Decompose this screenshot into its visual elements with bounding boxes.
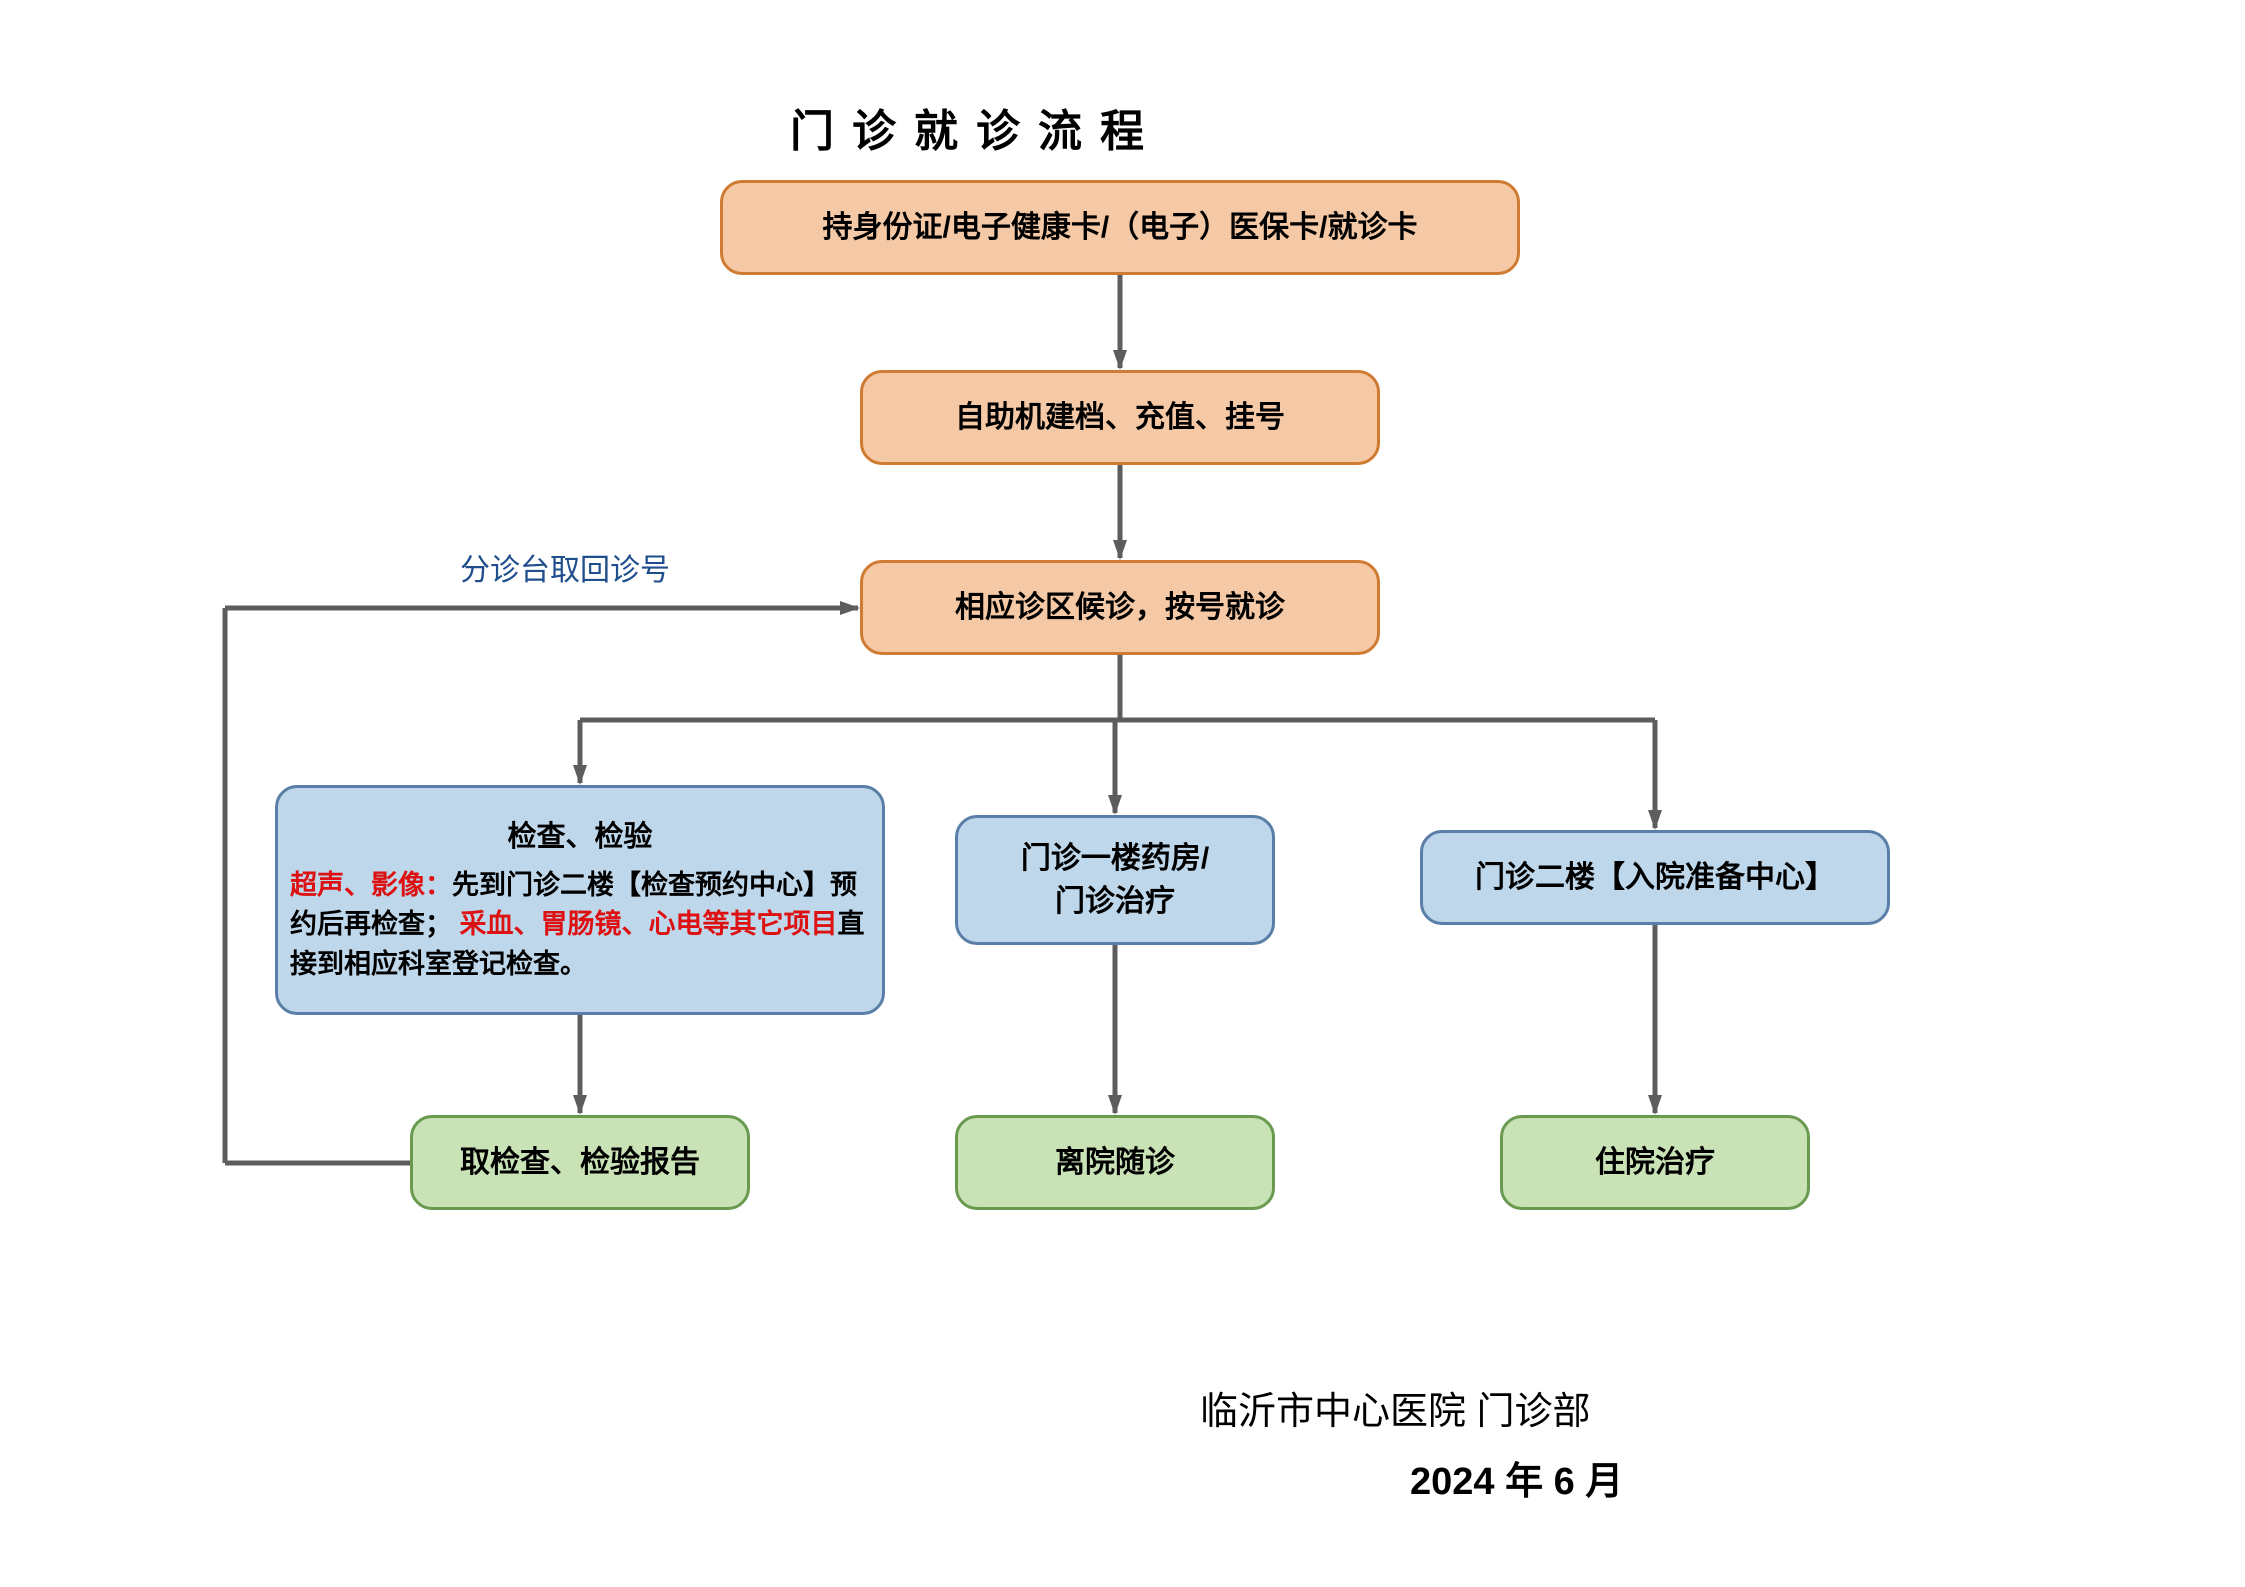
loop-back-label: 分诊台取回诊号 bbox=[460, 545, 670, 589]
node-register: 自助机建档、充值、挂号 bbox=[860, 370, 1380, 465]
footer-date: 2024 年 6 月 bbox=[1410, 1450, 1623, 1505]
node-admission-prep: 门诊二楼【入院准备中心】 bbox=[1420, 830, 1890, 925]
node-waiting: 相应诊区候诊，按号就诊 bbox=[860, 560, 1380, 655]
node-leave-followup: 离院随诊 bbox=[955, 1115, 1275, 1210]
footer-hospital: 临沂市中心医院 门诊部 bbox=[1200, 1380, 1591, 1435]
chart-title: 门诊就诊流程 bbox=[790, 95, 1162, 159]
flowchart-canvas: 门诊就诊流程 持身份证/电子健康卡/（电子）医保卡/就诊卡 自助机建档、充值、挂… bbox=[0, 0, 2245, 1587]
node-get-report: 取检查、检验报告 bbox=[410, 1115, 750, 1210]
node-pharmacy: 门诊一楼药房/门诊治疗 bbox=[955, 815, 1275, 945]
node-idcard: 持身份证/电子健康卡/（电子）医保卡/就诊卡 bbox=[720, 180, 1520, 275]
node-examination: 检查、检验超声、影像：先到门诊二楼【检查预约中心】预约后再检查； 采血、胃肠镜、… bbox=[275, 785, 885, 1015]
node-hospitalize: 住院治疗 bbox=[1500, 1115, 1810, 1210]
